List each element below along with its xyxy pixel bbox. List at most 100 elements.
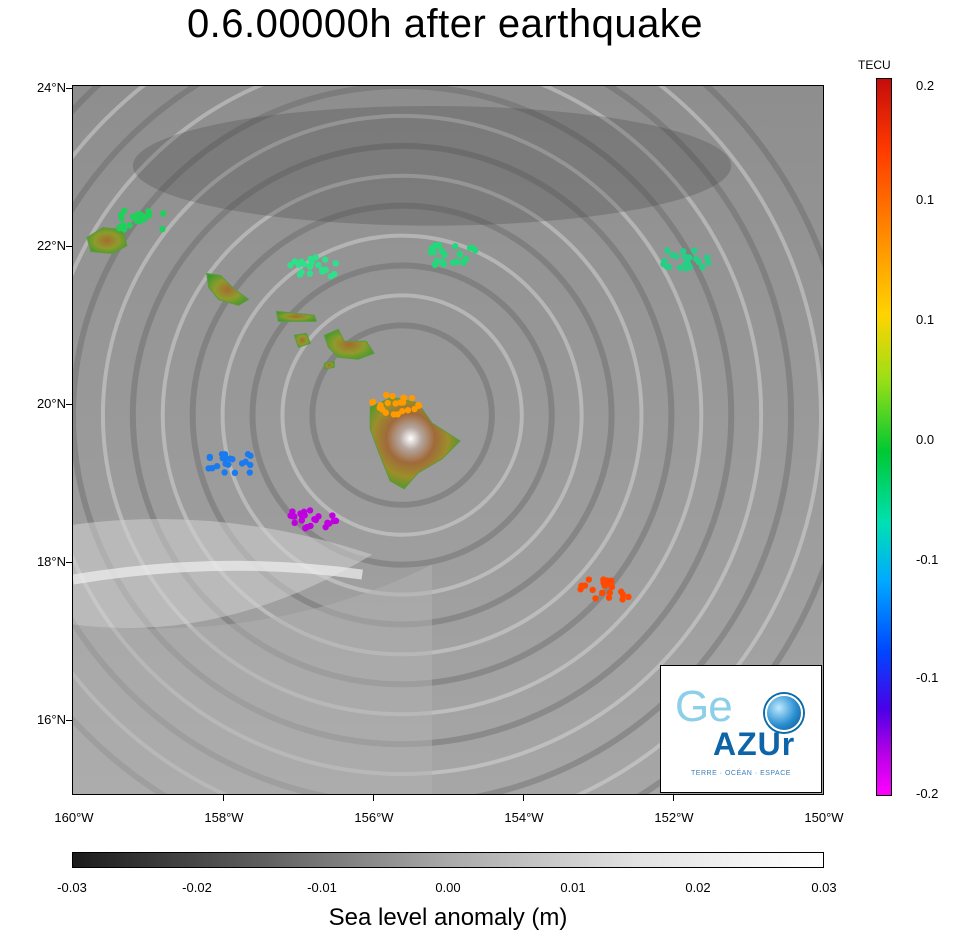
gps-point <box>682 265 690 272</box>
gps-point <box>139 213 147 220</box>
gps-point <box>298 517 306 524</box>
gps-point <box>397 399 404 406</box>
lon-label: 158°W <box>204 810 244 825</box>
lon-label: 160°W <box>54 810 94 825</box>
gps-point <box>619 596 626 603</box>
gps-point <box>619 591 627 598</box>
gps-point <box>295 261 302 269</box>
sla-label: 0.00 <box>435 880 461 895</box>
tick <box>373 795 374 801</box>
gps-point <box>389 392 396 400</box>
island-oahu <box>206 272 250 306</box>
gps-point <box>307 522 314 530</box>
gps-point <box>404 407 412 414</box>
lat-label: 16°N <box>36 712 66 727</box>
logo-tagline: TERRE · OCÉAN · ESPACE <box>691 770 791 777</box>
gps-point <box>306 270 314 277</box>
tecu-label: 0.1 <box>916 192 935 207</box>
gps-point <box>600 576 607 583</box>
gps-point <box>213 462 221 470</box>
gps-point <box>415 401 422 409</box>
gps-point <box>246 461 254 469</box>
gps-point <box>383 391 390 399</box>
gps-cluster <box>577 576 632 603</box>
gps-point <box>686 254 693 261</box>
tick <box>523 795 524 801</box>
tecu-label: 0.1 <box>916 312 935 327</box>
gps-point <box>438 258 446 265</box>
gps-point <box>452 243 459 250</box>
gps-point <box>435 241 442 249</box>
geoazur-logo: Ge AZUr TERRE · OCÉAN · ESPACE <box>660 665 822 793</box>
gps-point <box>307 262 314 269</box>
gps-point <box>454 258 461 265</box>
logo-azur-text: AZUr <box>713 726 796 762</box>
gps-point <box>287 512 294 519</box>
gps-point <box>221 469 228 476</box>
gps-cluster <box>660 247 712 272</box>
sea-level-title: Sea level anomaly (m) <box>328 904 568 931</box>
gps-point <box>369 399 376 406</box>
gps-point <box>301 260 308 268</box>
tick <box>66 404 72 405</box>
gps-point <box>246 469 253 476</box>
gps-point <box>297 510 304 517</box>
gps-point <box>466 244 474 252</box>
gps-point <box>382 409 389 416</box>
tecu-label: -0.2 <box>916 786 939 801</box>
gps-point <box>699 264 706 271</box>
islands <box>86 227 461 490</box>
gps-point <box>399 407 406 415</box>
gps-point <box>705 259 712 266</box>
gps-point <box>456 251 464 258</box>
gps-point <box>145 212 153 219</box>
gps-point <box>244 451 252 458</box>
gps-point <box>676 264 684 271</box>
gps-point <box>287 261 294 269</box>
gps-point <box>664 247 671 254</box>
island-maui <box>323 328 375 360</box>
gps-point <box>302 524 309 532</box>
gps-point <box>231 469 239 477</box>
gps-point <box>430 249 437 256</box>
lat-label: 24°N <box>36 80 66 95</box>
gps-point <box>121 207 128 214</box>
island-lanai <box>293 332 312 348</box>
gps-point <box>321 256 329 263</box>
gps-cluster <box>287 254 339 280</box>
gps-point <box>598 589 606 597</box>
tecu-label: 0.2 <box>916 78 935 93</box>
tick <box>66 562 72 563</box>
lon-label: 156°W <box>354 810 394 825</box>
gps-point <box>219 455 226 462</box>
tecu-label: 0.0 <box>916 432 935 447</box>
gps-point <box>606 589 614 596</box>
map-title: 0.6.00000h after earthquake <box>186 2 704 46</box>
gps-point <box>589 586 596 594</box>
gps-point <box>298 269 305 276</box>
island-molokai <box>275 310 318 322</box>
tecu-unit: TECU <box>858 58 891 72</box>
tick <box>673 795 674 801</box>
gps-point <box>608 577 615 584</box>
gps-point <box>129 213 137 220</box>
island-kauai <box>86 227 128 255</box>
gps-point <box>319 268 326 275</box>
gps-point <box>206 454 214 462</box>
gps-point <box>314 261 322 269</box>
island-kahoolawe <box>323 360 335 370</box>
gps-point <box>578 582 585 589</box>
gps-cluster <box>369 391 423 418</box>
gps-point <box>329 512 336 519</box>
sla-label: -0.02 <box>182 880 212 895</box>
gps-point <box>669 251 676 259</box>
gps-point <box>159 225 166 233</box>
gps-point <box>332 517 340 525</box>
gps-point <box>625 593 632 601</box>
gps-point <box>384 399 391 407</box>
lat-label: 20°N <box>36 396 66 411</box>
logo-geo-text: Ge <box>675 682 733 731</box>
gps-point <box>392 400 399 407</box>
gps-point <box>408 394 416 402</box>
gps-point <box>661 257 668 265</box>
